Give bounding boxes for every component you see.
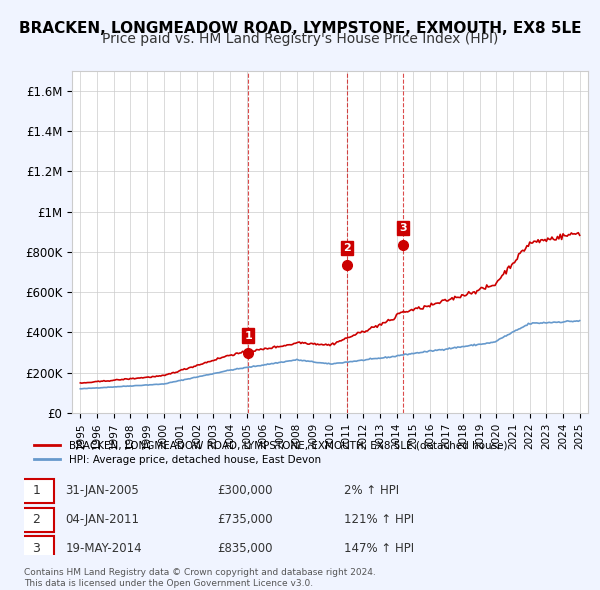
Text: 2: 2	[32, 513, 40, 526]
Text: 2% ↑ HPI: 2% ↑ HPI	[344, 484, 399, 497]
Text: 04-JAN-2011: 04-JAN-2011	[65, 513, 139, 526]
Text: 147% ↑ HPI: 147% ↑ HPI	[344, 542, 414, 555]
Text: 3: 3	[32, 542, 40, 555]
FancyBboxPatch shape	[19, 536, 55, 560]
Text: Contains HM Land Registry data © Crown copyright and database right 2024.: Contains HM Land Registry data © Crown c…	[24, 568, 376, 576]
Text: £300,000: £300,000	[217, 484, 272, 497]
Text: 121% ↑ HPI: 121% ↑ HPI	[344, 513, 414, 526]
Legend: BRACKEN, LONGMEADOW ROAD, LYMPSTONE, EXMOUTH, EX8 5LE (detached house), HPI: Ave: BRACKEN, LONGMEADOW ROAD, LYMPSTONE, EXM…	[29, 435, 512, 470]
Text: £835,000: £835,000	[217, 542, 272, 555]
Text: 3: 3	[399, 223, 407, 233]
Text: 1: 1	[32, 484, 40, 497]
Text: BRACKEN, LONGMEADOW ROAD, LYMPSTONE, EXMOUTH, EX8 5LE: BRACKEN, LONGMEADOW ROAD, LYMPSTONE, EXM…	[19, 21, 581, 35]
Text: 1: 1	[244, 330, 252, 340]
FancyBboxPatch shape	[19, 479, 55, 503]
Text: This data is licensed under the Open Government Licence v3.0.: This data is licensed under the Open Gov…	[24, 579, 313, 588]
Text: 31-JAN-2005: 31-JAN-2005	[65, 484, 139, 497]
Text: £735,000: £735,000	[217, 513, 273, 526]
Text: Price paid vs. HM Land Registry's House Price Index (HPI): Price paid vs. HM Land Registry's House …	[102, 32, 498, 47]
Text: 2: 2	[343, 243, 350, 253]
FancyBboxPatch shape	[19, 507, 55, 532]
Text: 19-MAY-2014: 19-MAY-2014	[65, 542, 142, 555]
